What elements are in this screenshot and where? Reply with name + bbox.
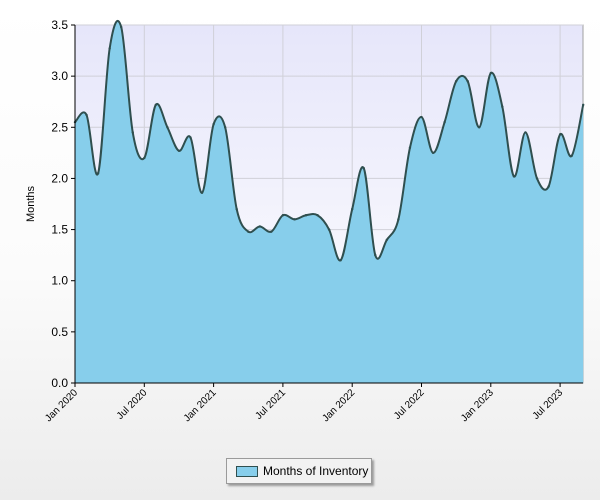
data-point [454, 80, 458, 83]
data-point [120, 25, 123, 29]
data-point [223, 126, 227, 129]
data-point [443, 120, 446, 124]
series-area [73, 20, 585, 383]
data-point [200, 191, 204, 194]
y-axis-title: Months [25, 185, 37, 222]
legend-swatch-icon [236, 465, 258, 477]
data-point [397, 218, 400, 221]
data-point [166, 126, 169, 129]
axes [74, 25, 583, 384]
data-point [247, 230, 250, 233]
x-tick-label: Jul 2021 [254, 387, 289, 422]
data-point [431, 151, 435, 155]
data-point [327, 228, 331, 231]
data-point [535, 177, 539, 180]
series-line [74, 20, 585, 262]
data-point [154, 103, 158, 106]
series-area-fill [75, 20, 584, 383]
data-point [351, 207, 354, 211]
y-tick-label: 2.5 [51, 120, 68, 134]
legend-label: Months of Inventory [263, 464, 369, 478]
y-tick-label: 2.0 [51, 171, 68, 185]
data-point [582, 103, 585, 106]
data-point [512, 175, 516, 178]
y-tick-label: 0.5 [51, 325, 68, 339]
data-point [270, 230, 273, 233]
data-point [316, 214, 319, 217]
data-point [478, 126, 481, 129]
x-tick-label: Jul 2022 [392, 387, 427, 422]
data-point [189, 136, 192, 139]
data-point [524, 131, 527, 134]
x-tick-label: Jul 2020 [115, 387, 150, 422]
data-point [258, 225, 261, 228]
data-point [143, 156, 146, 160]
data-point [304, 214, 308, 217]
data-point [420, 115, 423, 119]
data-point [547, 185, 550, 188]
x-tick-label: Jul 2023 [531, 387, 566, 422]
data-point [558, 133, 562, 136]
y-tick-label: 3.0 [51, 69, 68, 83]
data-point [501, 105, 504, 109]
data-point [489, 71, 492, 75]
x-tick-label: Jan 2021 [182, 387, 219, 424]
data-point [339, 259, 342, 262]
x-tick-label: Jan 2023 [459, 387, 496, 424]
x-axis-ticks: Jan 2020 Jul 2020 Jan 2021 Jul 2021 Jan 2022… [43, 383, 566, 424]
data-point [131, 131, 134, 134]
y-tick-label: 3.5 [51, 18, 68, 32]
y-tick-label: 1.0 [51, 274, 68, 288]
y-tick-label: 0.0 [51, 376, 68, 390]
data-point [212, 123, 215, 126]
x-tick-label: Jan 2020 [43, 387, 80, 424]
data-point [570, 154, 573, 158]
data-point [96, 172, 100, 175]
data-point [108, 47, 111, 50]
data-point [177, 149, 181, 153]
data-point [362, 167, 365, 170]
y-tick-label: 1.5 [51, 223, 68, 237]
data-point [281, 214, 285, 217]
data-point [385, 238, 389, 241]
data-point [85, 113, 88, 117]
data-point [408, 146, 412, 149]
y-axis-ticks: 0.0 0.5 1.0 1.5 2.0 2.5 3.0 3.5 [51, 18, 75, 390]
data-point [293, 218, 296, 221]
data-point [235, 207, 238, 211]
x-tick-label: Jan 2022 [320, 387, 357, 424]
data-point [466, 80, 469, 83]
data-point [374, 253, 377, 257]
legend: Months of Inventory [226, 458, 372, 484]
